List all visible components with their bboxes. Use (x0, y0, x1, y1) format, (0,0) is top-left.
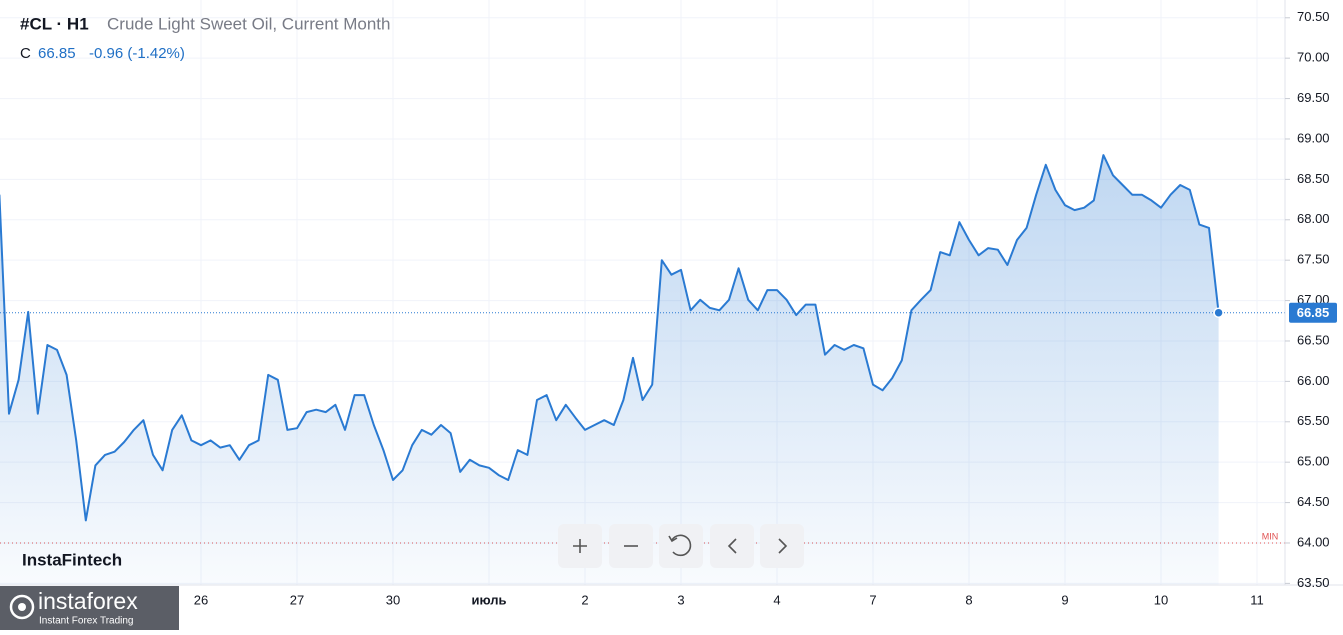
x-tick-label: 3 (677, 592, 684, 607)
y-tick-label: 68.50 (1297, 171, 1330, 186)
y-tick-label: 64.50 (1297, 494, 1330, 509)
y-tick-label: 65.50 (1297, 413, 1330, 428)
y-tick-label: 66.00 (1297, 373, 1330, 388)
y-tick-label: 69.00 (1297, 130, 1330, 145)
price-line (0, 154, 1220, 522)
zoom-in-button[interactable] (558, 524, 602, 568)
y-tick-label: 67.50 (1297, 252, 1330, 267)
plot-area (0, 154, 1285, 585)
logo-icon-dot (18, 603, 26, 611)
zoom-controls (558, 524, 804, 568)
x-tick-label: июль (471, 592, 506, 607)
x-tick-label: 9 (1061, 592, 1068, 607)
x-tick-label: 11 (1250, 592, 1264, 607)
logo-text: instaforex (38, 588, 138, 614)
x-tick-label: 2 (581, 592, 588, 607)
y-tick-label: 68.00 (1297, 211, 1330, 226)
symbol: #CL · H1 (20, 14, 89, 33)
close-value: 66.85 (38, 45, 76, 62)
x-tick-label: 27 (290, 592, 304, 607)
scroll-right-button[interactable] (760, 524, 804, 568)
min-label: MIN (1262, 531, 1279, 541)
y-tick-label: 70.50 (1297, 9, 1330, 24)
change: -0.96 (-1.42%) (89, 45, 185, 62)
x-tick-label: 26 (194, 592, 208, 607)
y-tick-label: 70.00 (1297, 50, 1330, 65)
reset-button[interactable] (659, 524, 703, 568)
logo-background (0, 586, 179, 630)
price-tag-label: 66.85 (1297, 305, 1330, 320)
x-tick-label: 10 (1154, 592, 1168, 607)
logo: instaforex Instant Forex Trading (0, 586, 179, 630)
x-tick-label: 30 (386, 592, 400, 607)
y-tick-label: 66.50 (1297, 332, 1330, 347)
axes: 63.5064.0064.5065.0065.5066.0066.5067.00… (194, 9, 1337, 607)
logo-tagline: Instant Forex Trading (39, 616, 134, 627)
x-tick-label: 4 (773, 592, 780, 607)
last-point (1213, 307, 1224, 318)
y-tick-label: 65.00 (1297, 454, 1330, 469)
y-tick-label: 69.50 (1297, 90, 1330, 105)
description: Crude Light Sweet Oil, Current Month (107, 14, 390, 33)
y-tick-label: 64.00 (1297, 534, 1330, 549)
logo-icon (9, 594, 35, 620)
price-tag (1289, 302, 1337, 323)
area-fill (0, 155, 1219, 585)
y-tick-label: 63.50 (1297, 575, 1330, 590)
x-tick-label: 7 (869, 592, 876, 607)
zoom-out-button[interactable] (609, 524, 653, 568)
scroll-left-button[interactable] (710, 524, 754, 568)
close-label: C (20, 45, 31, 62)
watermark: InstaFintech (22, 550, 122, 569)
x-tick-label: 8 (965, 592, 972, 607)
